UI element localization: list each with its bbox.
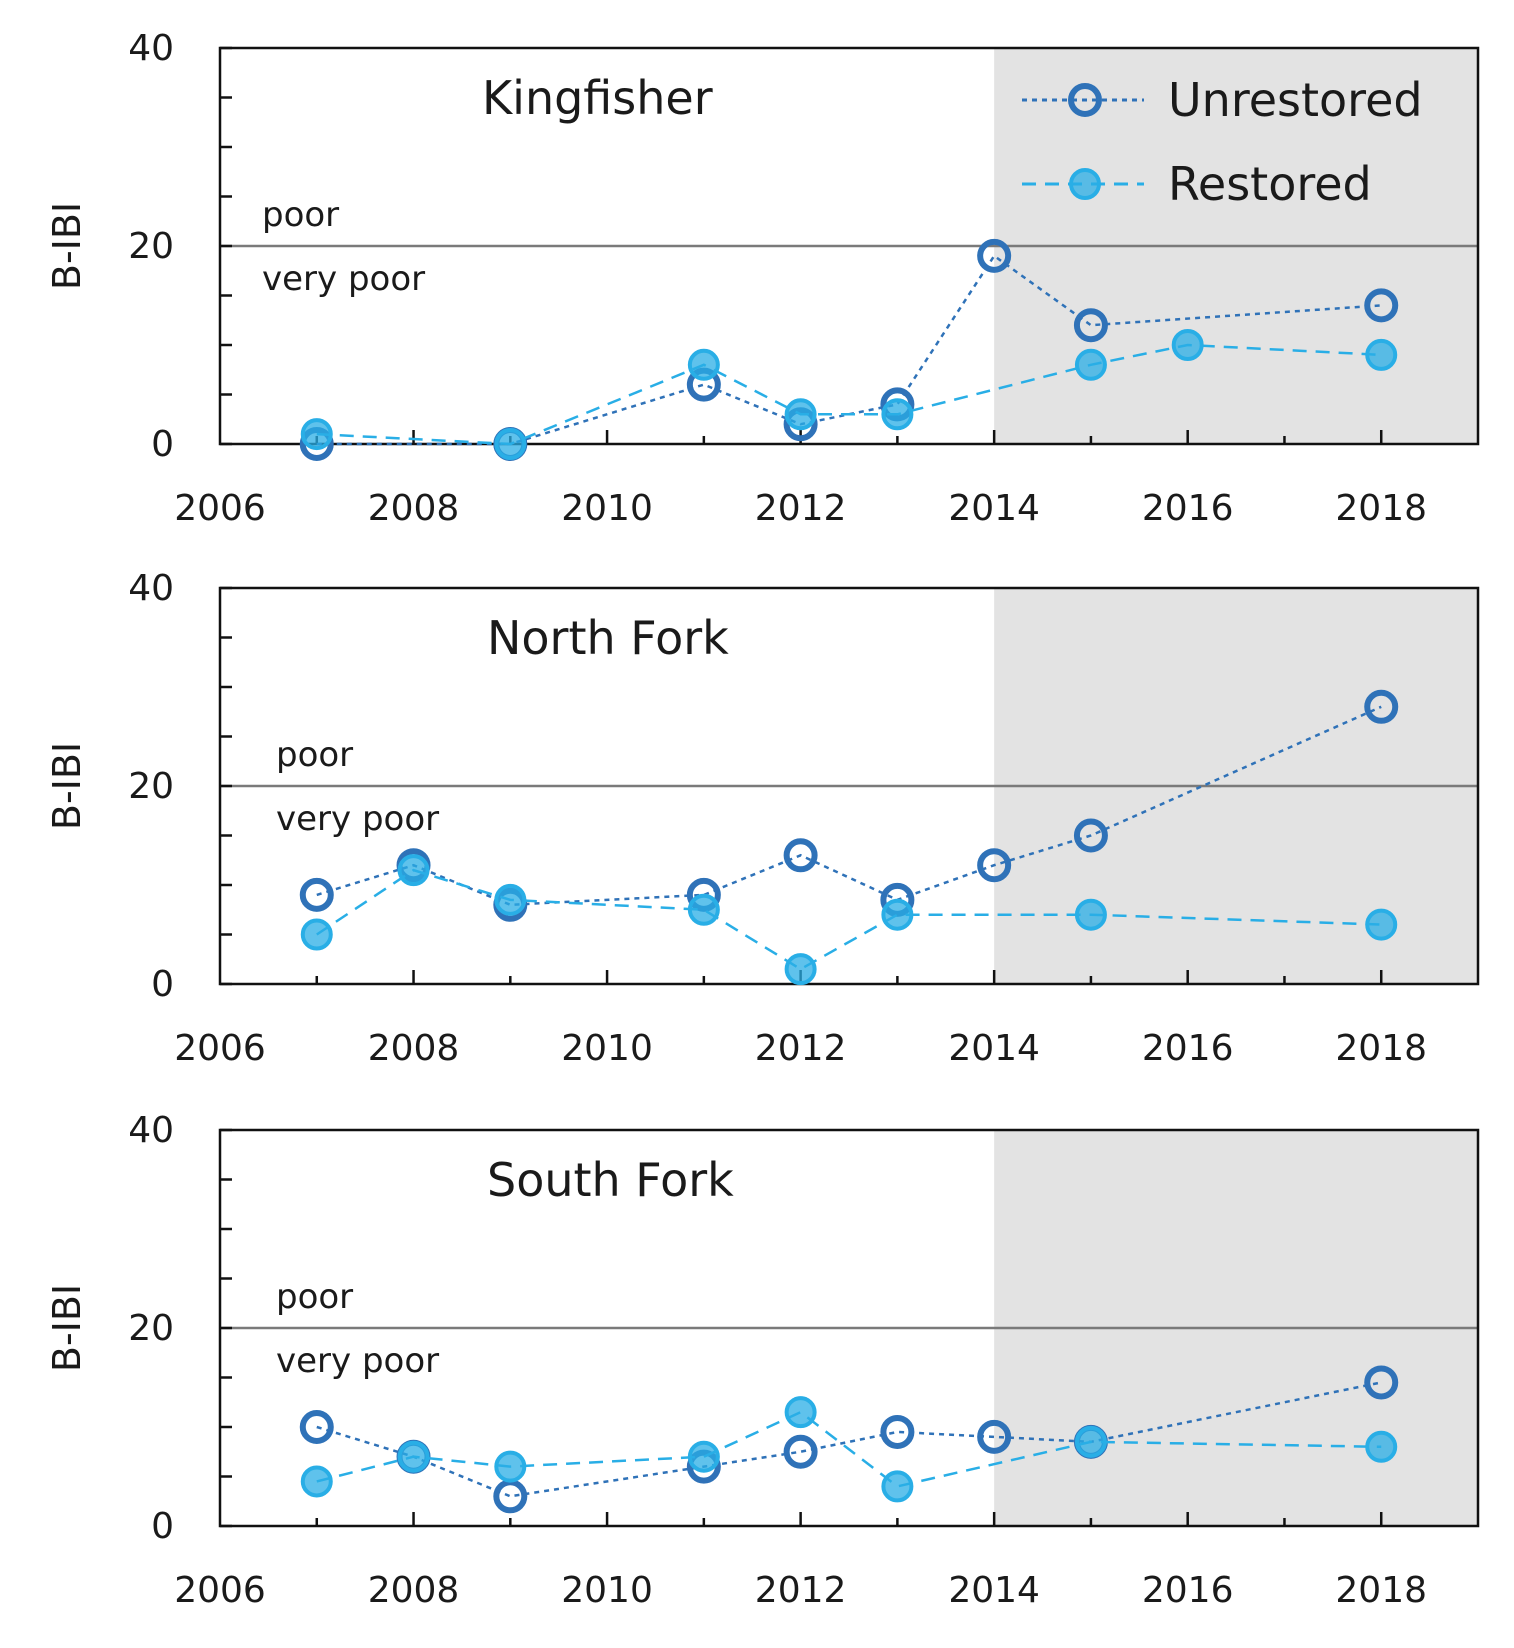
x-tick-label: 2006 [174, 1028, 266, 1069]
legend-marker-unrestored [1068, 83, 1102, 117]
zone-label-poor: poor [276, 735, 353, 775]
data-point-unrestored [1073, 818, 1108, 853]
series-line-restored [316, 343, 1382, 446]
series-line-restored [316, 1410, 1382, 1488]
data-point-restored [687, 893, 720, 926]
data-point-restored [494, 1450, 527, 1483]
x-tick-label: 2012 [755, 1028, 847, 1069]
data-point-restored [300, 1465, 333, 1498]
y-tick-label: 40 [128, 1110, 174, 1151]
series-line-restored [316, 868, 1382, 971]
zone-label-poor: poor [276, 1277, 353, 1317]
data-point-restored [881, 1470, 914, 1503]
legend: Unrestored Restored [1022, 73, 1423, 211]
x-tick-label: 2008 [368, 488, 460, 529]
x-tick-label: 2010 [561, 1570, 653, 1611]
series-line-unrestored [316, 705, 1382, 907]
data-point-restored [881, 398, 914, 431]
y-axis-title: B-IBI [45, 742, 89, 830]
data-point-unrestored [880, 1414, 915, 1449]
x-tick-label: 2016 [1142, 1028, 1234, 1069]
y-axis-title: B-IBI [45, 1284, 89, 1372]
x-tick-label: 2014 [948, 1028, 1040, 1069]
panel-1: 0 20 40 2006 2008 2010 2012 2014 2016 2018 B-IBI Ki… [45, 28, 1480, 529]
legend-label-restored: Restored [1168, 157, 1372, 211]
y-tick-label: 0 [151, 1506, 174, 1547]
data-point-unrestored [977, 238, 1012, 273]
legend-marker-restored [1069, 168, 1101, 200]
data-point-restored [1365, 1430, 1398, 1463]
panel-title: Kingfisher [482, 71, 713, 125]
data-point-restored [687, 1440, 720, 1473]
y-tick-label: 0 [151, 964, 174, 1005]
y-tick-label: 0 [151, 424, 174, 465]
zone-label-poor: poor [262, 195, 339, 235]
data-point-restored [784, 953, 817, 986]
data-point-restored [397, 854, 430, 887]
panel-title: South Fork [487, 1153, 734, 1207]
data-point-restored [1365, 338, 1398, 371]
data-point-restored [1171, 329, 1204, 361]
data-point-unrestored [1364, 288, 1399, 323]
data-point-unrestored [977, 1419, 1012, 1454]
zone-label-very-poor: very poor [276, 799, 439, 839]
data-point-restored [300, 418, 333, 451]
data-point-unrestored [1364, 1365, 1399, 1400]
data-point-unrestored [1364, 689, 1399, 724]
y-tick-label: 20 [128, 226, 174, 267]
x-tick-label: 2008 [368, 1028, 460, 1069]
data-point-unrestored [1073, 308, 1108, 343]
data-point-restored [494, 883, 527, 916]
data-point-unrestored [977, 848, 1012, 883]
panel-title: North Fork [487, 611, 729, 665]
x-tick-label: 2016 [1142, 488, 1234, 529]
panel-2: 0 20 40 2006 2008 2010 2012 2014 2016 2018 B-IBI No… [45, 568, 1480, 1069]
x-tick-label: 2016 [1142, 1570, 1234, 1611]
y-tick-label: 40 [128, 28, 174, 69]
x-tick-label: 2010 [561, 1028, 653, 1069]
panel-3: 0 20 40 2006 2008 2010 2012 2014 2016 2018 B-IBI So… [45, 1110, 1480, 1611]
data-point-unrestored [299, 877, 334, 912]
data-point-restored [881, 898, 914, 931]
x-tick-label: 2018 [1335, 488, 1427, 529]
legend-label-unrestored: Unrestored [1168, 73, 1423, 127]
x-tick-label: 2010 [561, 488, 653, 529]
x-tick-label: 2014 [948, 488, 1040, 529]
data-point-unrestored [783, 1434, 818, 1469]
data-point-restored [784, 398, 817, 431]
zone-label-very-poor: very poor [262, 259, 425, 299]
data-point-restored [494, 428, 527, 460]
x-tick-label: 2018 [1335, 1570, 1427, 1611]
data-point-restored [1074, 348, 1107, 381]
data-point-unrestored [493, 1479, 528, 1514]
data-point-restored [1074, 1425, 1107, 1458]
data-point-restored [300, 918, 333, 951]
data-point-restored [397, 1440, 430, 1473]
x-tick-label: 2006 [174, 488, 266, 529]
x-tick-label: 2012 [755, 1570, 847, 1611]
x-tick-label: 2012 [755, 488, 847, 529]
data-point-restored [687, 348, 720, 381]
x-tick-label: 2018 [1335, 1028, 1427, 1069]
zone-label-very-poor: very poor [276, 1341, 439, 1381]
data-point-restored [784, 1396, 817, 1429]
x-tick-label: 2008 [368, 1570, 460, 1611]
y-tick-label: 20 [128, 766, 174, 807]
x-tick-label: 2006 [174, 1570, 266, 1611]
data-point-restored [1365, 908, 1398, 941]
data-point-unrestored [299, 1410, 334, 1444]
data-point-unrestored [783, 838, 818, 873]
y-tick-label: 40 [128, 568, 174, 609]
x-tick-label: 2014 [948, 1570, 1040, 1611]
y-axis-title: B-IBI [45, 202, 89, 290]
data-point-restored [1074, 898, 1107, 931]
y-tick-label: 20 [128, 1308, 174, 1349]
